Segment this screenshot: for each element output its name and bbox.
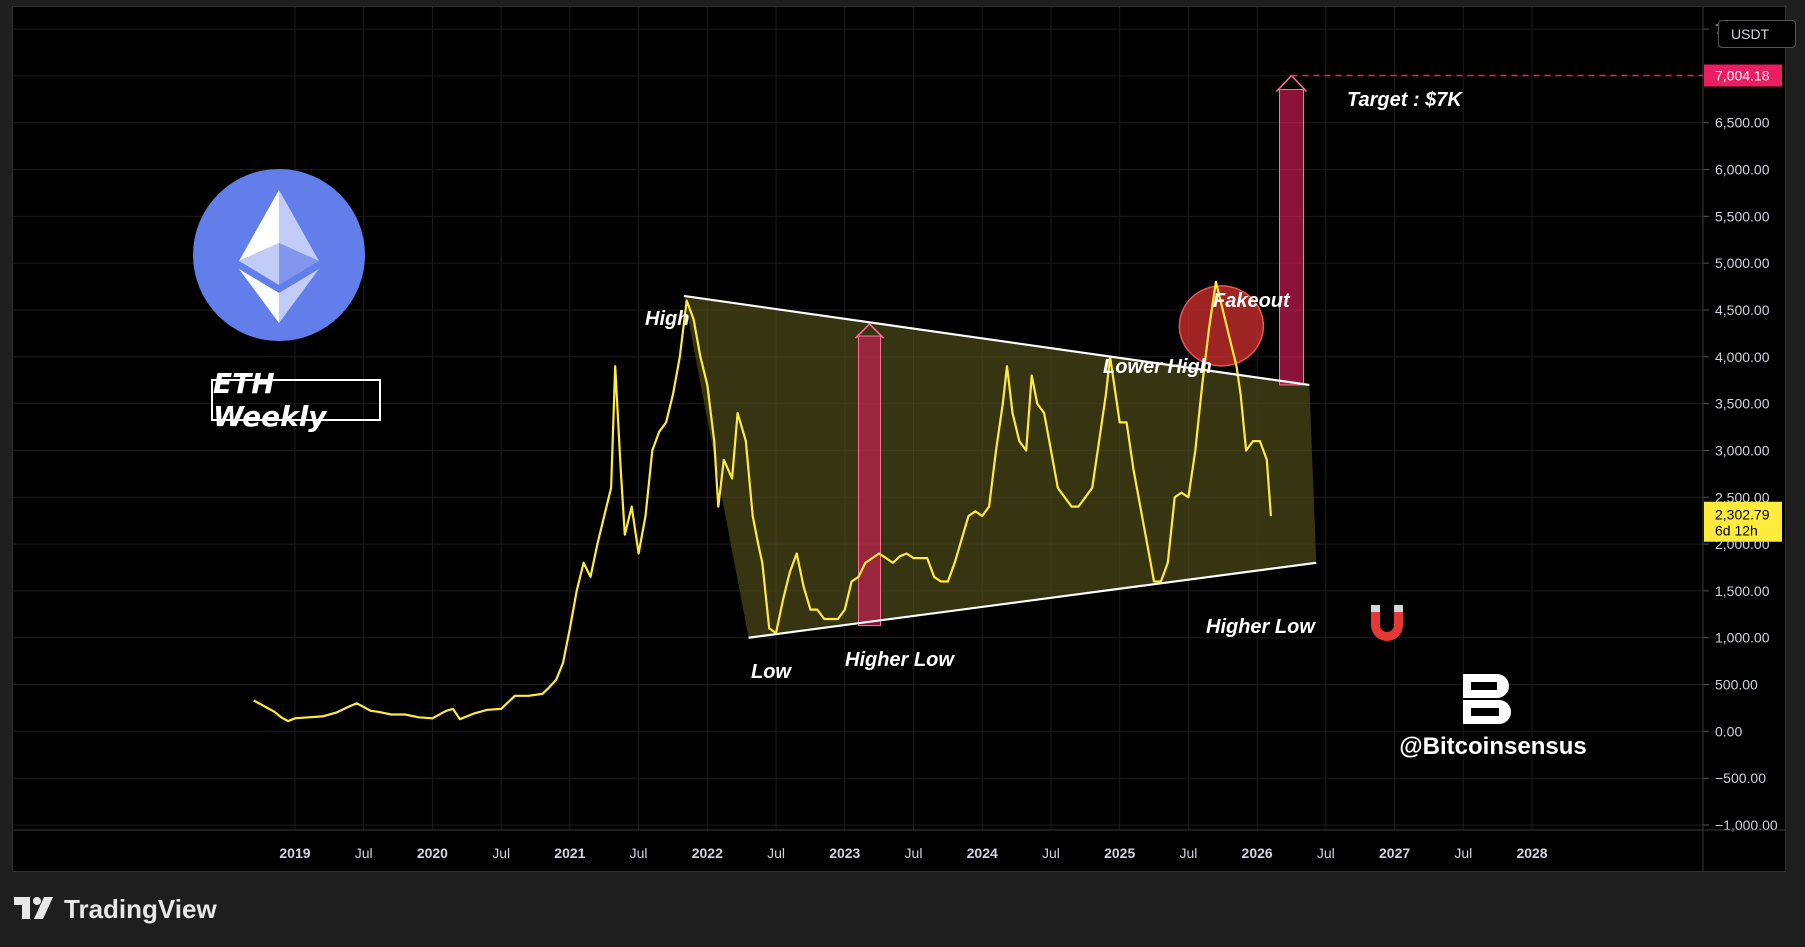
fakeout-circle: [1178, 285, 1265, 367]
x-tick-label: Jul: [1042, 845, 1060, 861]
y-tick-label: 4,500.00: [1715, 302, 1770, 318]
y-tick-label: 6,500.00: [1715, 115, 1770, 131]
x-tick-label: 2023: [829, 845, 860, 861]
chart-canvas[interactable]: High Lower High Low Higher Low Higher Low Fak…: [13, 7, 1785, 871]
x-tick-label: 2026: [1242, 845, 1273, 861]
y-tick-label: −1,000.00: [1715, 817, 1778, 833]
magnet-icon: [1371, 605, 1403, 641]
chart-frame[interactable]: High Lower High Low Higher Low Higher Low Fak…: [12, 6, 1796, 872]
y-tick-label: 6,000.00: [1715, 162, 1770, 178]
x-tick-label: 2028: [1516, 845, 1547, 861]
currency-selector[interactable]: USDT: [1718, 20, 1796, 48]
y-tick-label: 5,500.00: [1715, 208, 1770, 224]
y-tick-label: 4,000.00: [1715, 349, 1770, 365]
y-tick-label: 2,500.00: [1715, 489, 1770, 505]
target-price-box: 7,004.18: [1704, 64, 1782, 87]
measured-move-bar: [858, 335, 882, 627]
trendlines: [683, 294, 1317, 639]
price-series: [253, 280, 1272, 723]
target-price-value: 7,004.18: [1715, 68, 1770, 84]
annotation-higher-low-1: Higher Low: [845, 649, 955, 671]
annotations: High Lower High Low Higher Low Higher Low Fak…: [645, 89, 1463, 683]
current-price-bg: [1704, 501, 1782, 542]
target-bar: [1278, 89, 1304, 386]
x-tick-label: Jul: [1317, 845, 1335, 861]
current-price-value: 2,302.79: [1715, 507, 1770, 523]
annotation-fakeout: Fakeout: [1213, 290, 1291, 312]
x-tick-label: 2021: [554, 845, 585, 861]
y-tick-label: 5,000.00: [1715, 255, 1770, 271]
tradingview-footer[interactable]: TradingView: [14, 892, 217, 926]
x-tick-label: 2025: [1104, 845, 1135, 861]
y-tick-label: 1,500.00: [1715, 583, 1770, 599]
y-tick-label: 3,500.00: [1715, 396, 1770, 412]
measured-move-arrowhead: [854, 322, 885, 339]
y-tick-label: 500.00: [1715, 677, 1758, 693]
x-tick-label: 2027: [1379, 845, 1410, 861]
ethereum-icon: [193, 169, 365, 341]
axes: 7,500.007,000.006,500.006,000.005,500.00…: [13, 7, 1785, 871]
resistance-trendline: [683, 294, 1310, 386]
y-tick-label: 3,000.00: [1715, 442, 1770, 458]
annotation-high: High: [645, 308, 689, 330]
x-tick-label: Jul: [492, 845, 510, 861]
annotation-low: Low: [751, 661, 792, 683]
current-price-timer: 6d 12h: [1715, 523, 1758, 539]
x-tick-label: Jul: [1179, 845, 1197, 861]
x-tick-label: 2019: [279, 845, 310, 861]
x-tick-label: 2024: [967, 845, 998, 861]
support-trendline: [748, 561, 1317, 639]
symmetrical-triangle: [683, 295, 1317, 638]
eth-price-line: [253, 280, 1272, 723]
target-price-bg: [1704, 64, 1782, 87]
x-tick-label: 2022: [692, 845, 723, 861]
chart-title-box: ETH Weekly: [211, 367, 381, 433]
tradingview-logo-icon: [14, 897, 53, 919]
x-tick-label: 2020: [417, 845, 448, 861]
pattern-area: [683, 74, 1703, 638]
annotation-lower-high: Lower High: [1103, 356, 1212, 378]
y-tick-label: 0.00: [1715, 723, 1742, 739]
x-tick-label: Jul: [1454, 845, 1472, 861]
x-tick-label: Jul: [355, 845, 373, 861]
author-handle: @Bitcoinsensus: [1399, 733, 1587, 760]
brand-name: TradingView: [64, 893, 217, 924]
y-tick-label: 1,000.00: [1715, 630, 1770, 646]
x-tick-label: Jul: [905, 845, 923, 861]
y-tick-label: −500.00: [1715, 770, 1766, 786]
x-tick-label: Jul: [767, 845, 785, 861]
x-tick-label: Jul: [630, 845, 648, 861]
bitcoinsensus-logo: [1463, 674, 1511, 724]
annotation-higher-low-2: Higher Low: [1206, 616, 1316, 638]
annotation-target: Target : $7K: [1347, 89, 1463, 111]
